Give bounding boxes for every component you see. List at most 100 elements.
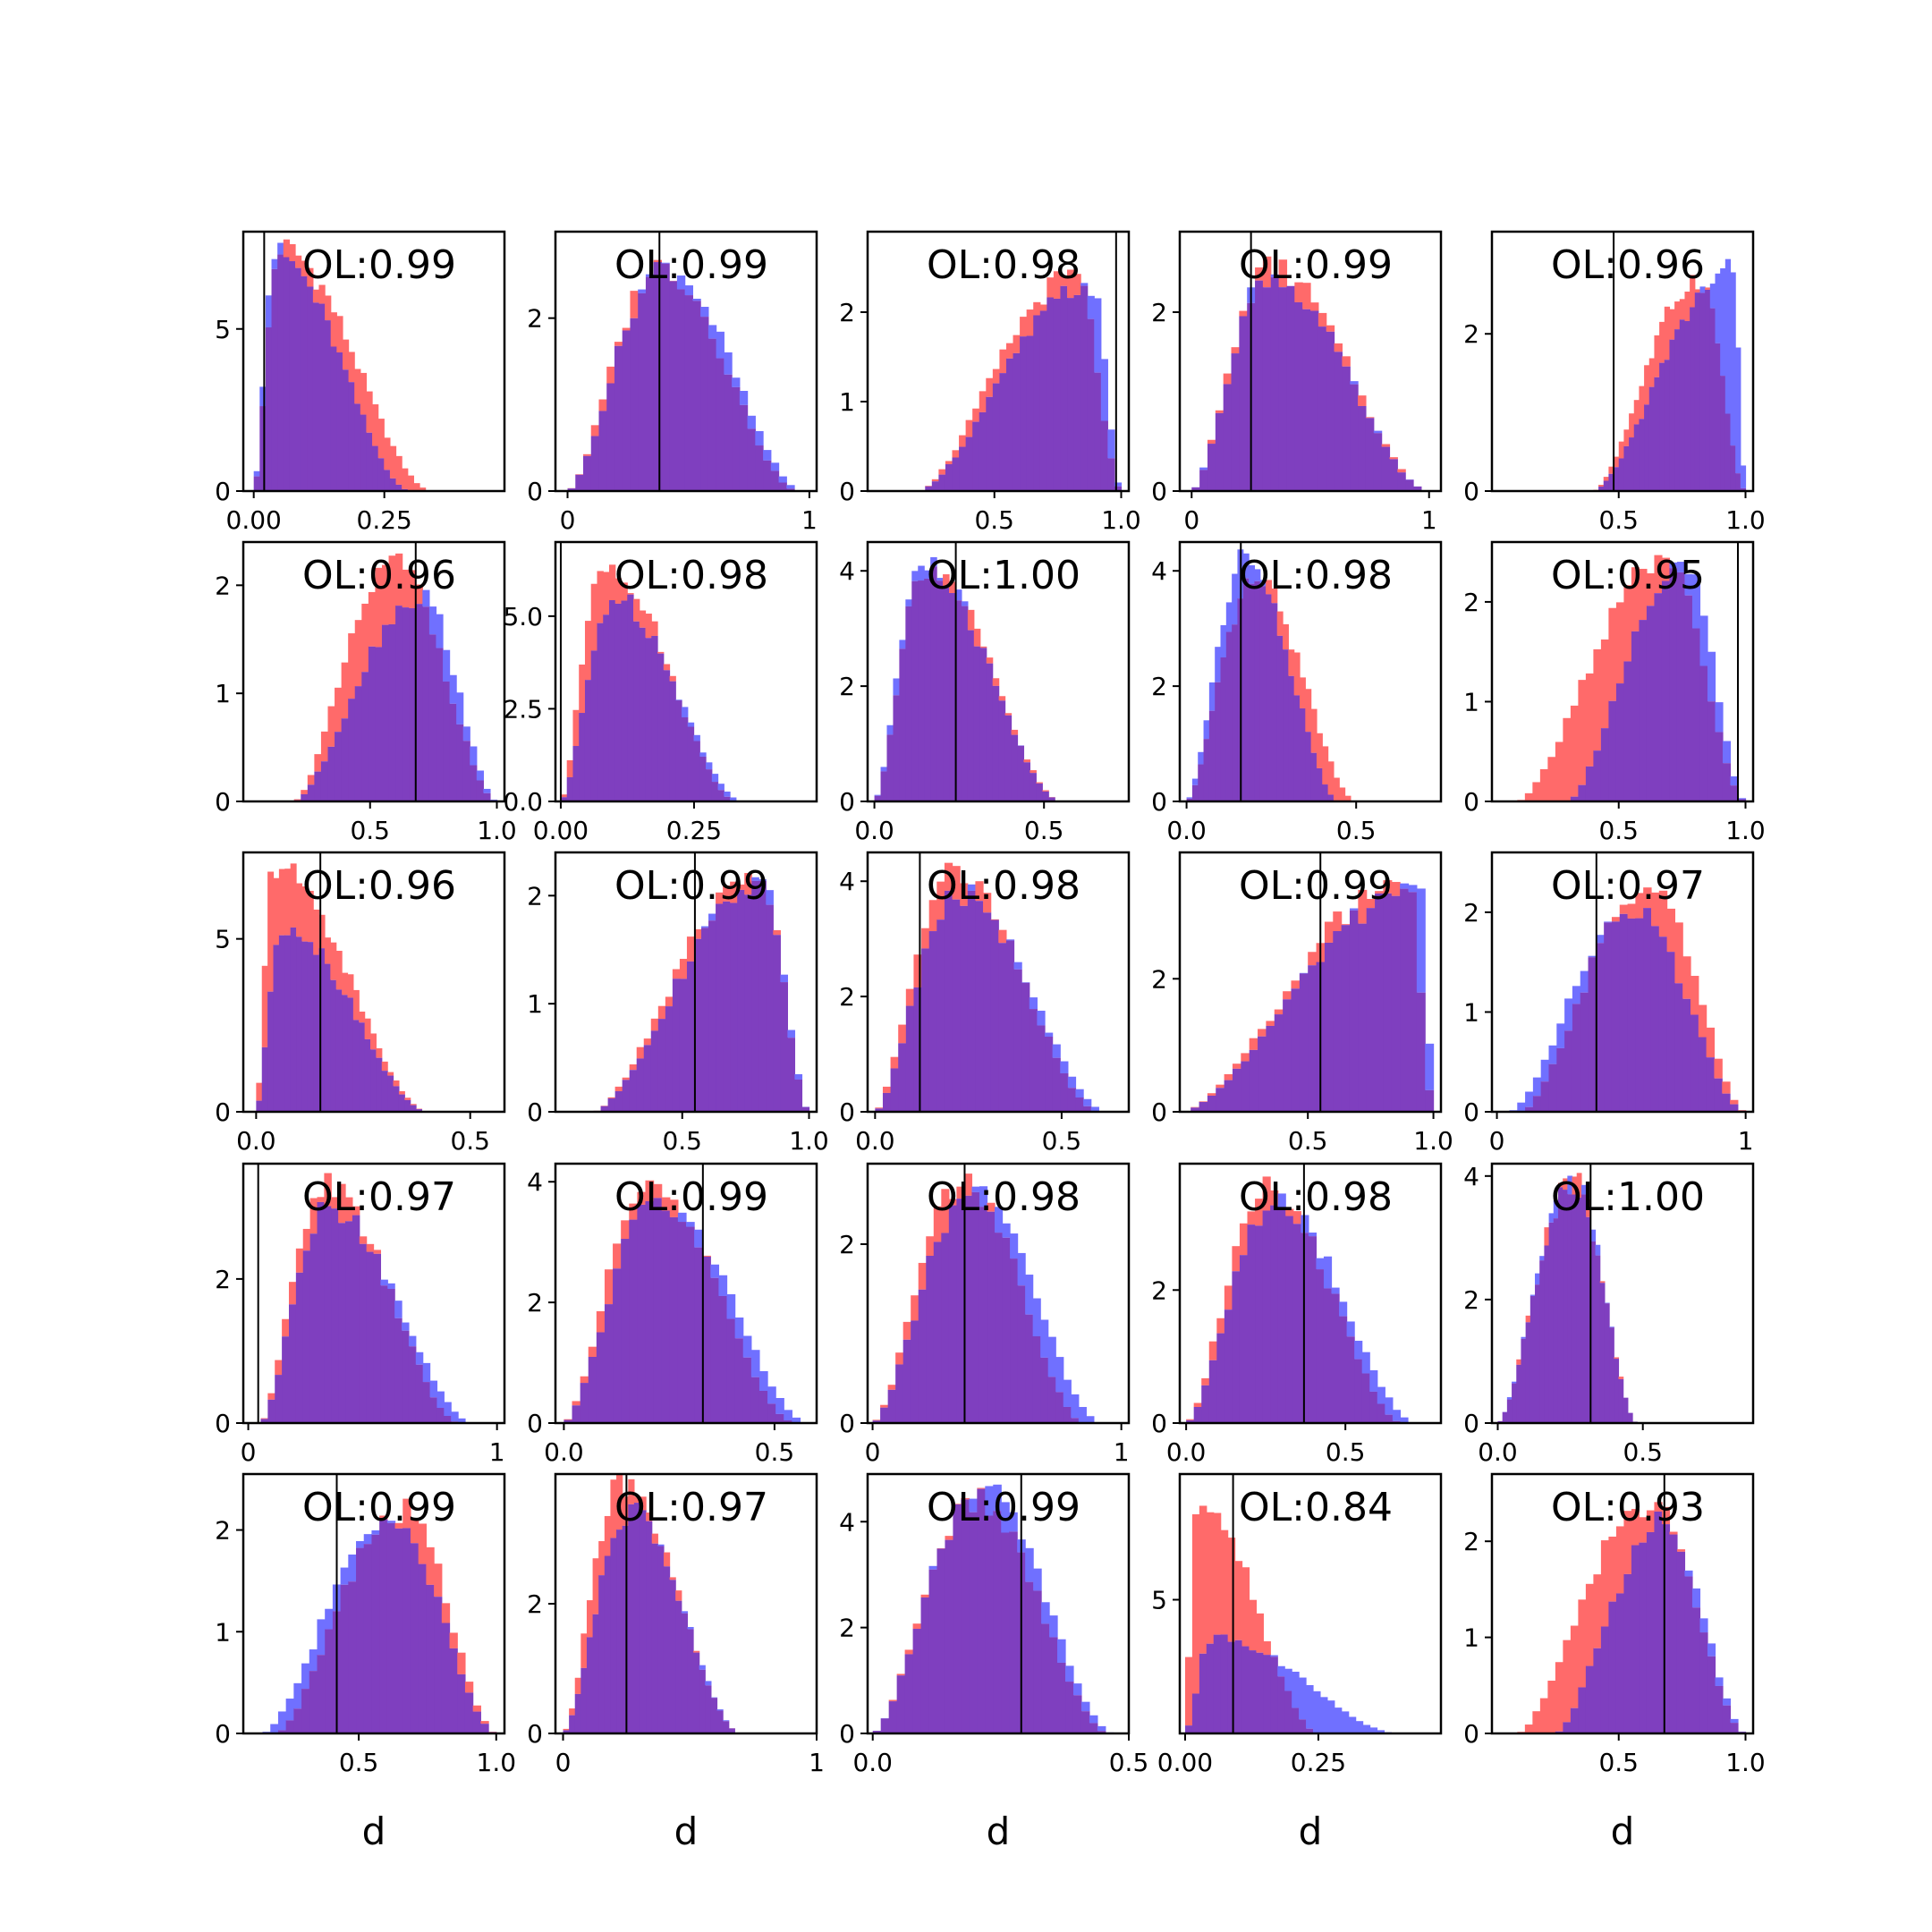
y-tick-label: 0 [1463, 1097, 1479, 1127]
overlap-bar [1294, 301, 1303, 491]
overlap-bar [965, 436, 973, 491]
x-tick-label: 0.5 [1288, 1126, 1328, 1156]
overlap-bar [613, 1268, 622, 1423]
y-tick-label: 2 [839, 1614, 855, 1643]
blue-bar [1052, 1044, 1061, 1058]
red-bar [960, 883, 969, 906]
blue-bar [936, 578, 944, 581]
red-bar [1339, 787, 1346, 801]
overlap-annotation: OL:0.97 [302, 1174, 456, 1220]
y-tick-label: 2 [1151, 1275, 1167, 1305]
overlap-annotation: OL:0.98 [1239, 1174, 1393, 1220]
y-tick-label: 0 [1151, 1409, 1167, 1438]
blue-bar [1392, 1410, 1402, 1421]
axes-frame [1490, 540, 1755, 803]
overlap-bar [913, 987, 922, 1112]
blue-bar [1724, 258, 1732, 414]
overlap-annotation: OL:0.84 [1239, 1485, 1393, 1530]
overlap-bar [998, 943, 1007, 1112]
red-bar [1011, 729, 1019, 735]
plot-area [253, 232, 432, 491]
overlap-bar [794, 1079, 803, 1112]
red-bar [307, 267, 314, 287]
overlap-bar [307, 784, 315, 801]
blue-bar [449, 674, 457, 704]
overlap-bar [324, 963, 331, 1112]
red-bar [921, 928, 930, 949]
overlap-bar [1186, 1419, 1195, 1423]
axes-frame [1490, 851, 1755, 1114]
red-bar [614, 1086, 623, 1091]
overlap-bar [622, 330, 631, 491]
overlap-bar [1691, 628, 1701, 801]
overlap-bar [1521, 1338, 1527, 1423]
overlap-bar [1567, 1194, 1573, 1423]
overlap-bar [954, 600, 962, 801]
red-bar [1263, 1640, 1271, 1656]
overlap-bar [1590, 1241, 1597, 1423]
overlap-bar [364, 1038, 371, 1112]
overlap-bar [1548, 1222, 1555, 1423]
overlap-bar [1585, 766, 1594, 801]
red-bar [1020, 317, 1028, 337]
overlap-bar [1722, 1705, 1732, 1733]
y-tick-label: 1 [527, 989, 543, 1019]
red-bar [1614, 456, 1620, 468]
red-bar [352, 1206, 360, 1216]
blue-bar [1684, 573, 1693, 596]
y-tick-label: 0 [527, 1409, 543, 1438]
x-tick-label: 1.0 [789, 1126, 829, 1156]
overlap-bar [986, 396, 994, 491]
red-bar [331, 1197, 339, 1209]
overlap-bar [614, 345, 623, 491]
red-bar [1030, 770, 1037, 774]
blue-bar [657, 1544, 665, 1546]
overlap-bar [586, 1637, 594, 1733]
red-bar [1318, 312, 1327, 327]
overlap-bar [277, 254, 284, 491]
red-bar [1206, 1512, 1215, 1644]
overlap-bar [669, 1216, 679, 1423]
overlap-bar [682, 716, 689, 801]
overlap-bar [1232, 1068, 1241, 1112]
overlap-bar [318, 948, 326, 1112]
red-bar [330, 942, 337, 980]
red-bar [952, 450, 960, 458]
overlap-bar [882, 1092, 892, 1112]
red-bar [1283, 623, 1289, 650]
blue-bar [1090, 1106, 1099, 1112]
overlap-bar [653, 1198, 663, 1423]
red-bar [880, 1404, 889, 1408]
red-bar [1615, 1526, 1625, 1594]
red-bar [273, 877, 280, 945]
blue-bar [1722, 1698, 1732, 1706]
red-bar [1358, 889, 1368, 924]
red-bar [1216, 1318, 1225, 1334]
blue-bar [1033, 1568, 1042, 1591]
overlap-bar [780, 982, 788, 1112]
blue-bar [301, 1663, 310, 1690]
overlap-bar [949, 593, 956, 801]
overlap-bar [983, 912, 992, 1112]
overlap-bar [1005, 940, 1015, 1112]
red-bar [621, 1220, 630, 1240]
overlap-bar [1563, 1722, 1572, 1733]
overlap-bar [1635, 918, 1644, 1112]
red-bar [1578, 1599, 1587, 1688]
overlap-bar [979, 1207, 988, 1423]
overlap-bar [290, 927, 297, 1112]
blue-bar [408, 1335, 417, 1347]
y-tick-label: 0 [1463, 1409, 1479, 1438]
overlap-bar [379, 1519, 388, 1733]
y-tick-label: 2 [839, 982, 855, 1012]
blue-bar [706, 762, 713, 770]
overlap-bar [296, 936, 303, 1112]
x-axis-label: d [362, 1809, 386, 1853]
blue-bar [1709, 284, 1716, 309]
y-tick-label: 4 [1151, 556, 1167, 586]
blue-bar [1596, 935, 1605, 944]
red-bar [1532, 782, 1541, 801]
x-tick-label: 0.5 [1598, 1748, 1639, 1777]
red-bar [653, 1183, 663, 1199]
blue-bar [930, 556, 937, 567]
